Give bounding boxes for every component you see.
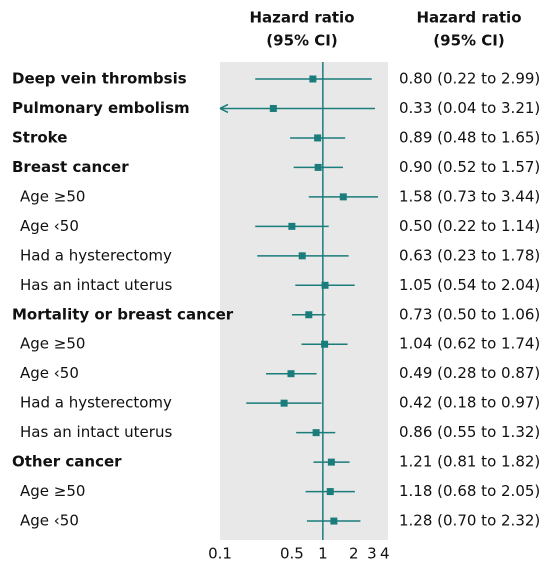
row-label: Other cancer bbox=[12, 453, 122, 471]
value-label: 0.86 (0.55 to 1.32) bbox=[399, 423, 540, 441]
row-label: Has an intact uterus bbox=[20, 423, 172, 441]
plot-header: Hazard ratio bbox=[249, 9, 354, 27]
point-estimate bbox=[314, 134, 322, 142]
x-tick-label: 0.1 bbox=[208, 545, 232, 563]
row-label: Had a hysterectomy bbox=[20, 394, 172, 412]
value-label: 1.21 (0.81 to 1.82) bbox=[399, 453, 540, 471]
value-label: 0.63 (0.23 to 1.78) bbox=[399, 246, 540, 264]
row-label: Age ‹50 bbox=[20, 217, 79, 235]
x-tick-label: 4 bbox=[380, 545, 390, 563]
point-estimate bbox=[298, 252, 306, 260]
value-label: 0.33 (0.04 to 3.21) bbox=[399, 99, 540, 117]
row-label: Stroke bbox=[12, 128, 67, 146]
value-label: 1.58 (0.73 to 3.44) bbox=[399, 187, 540, 205]
point-estimate bbox=[288, 222, 296, 230]
value-label: 0.73 (0.50 to 1.06) bbox=[399, 305, 540, 323]
row-label: Age ≥50 bbox=[20, 482, 85, 500]
value-label: 0.50 (0.22 to 1.14) bbox=[399, 217, 540, 235]
plot-header: (95% CI) bbox=[266, 32, 337, 50]
row-label: Age ‹50 bbox=[20, 364, 79, 382]
row-label: Age ≥50 bbox=[20, 335, 85, 353]
x-tick-label: 1 bbox=[318, 545, 328, 563]
row-label: Had a hysterectomy bbox=[20, 246, 172, 264]
point-estimate bbox=[321, 281, 329, 289]
value-label: 0.89 (0.48 to 1.65) bbox=[399, 128, 540, 146]
value-label: 0.49 (0.28 to 0.87) bbox=[399, 364, 540, 382]
value-label: 0.80 (0.22 to 2.99) bbox=[399, 70, 540, 88]
label-header: (95% CI) bbox=[433, 32, 504, 50]
row-label: Mortality or breast cancer bbox=[12, 305, 234, 323]
value-label: 1.28 (0.70 to 2.32) bbox=[399, 512, 540, 530]
point-estimate bbox=[314, 163, 322, 171]
value-label: 1.05 (0.54 to 2.04) bbox=[399, 276, 540, 294]
point-estimate bbox=[309, 75, 317, 83]
point-estimate bbox=[280, 399, 288, 407]
point-estimate bbox=[326, 488, 334, 496]
point-estimate bbox=[269, 104, 277, 112]
label-header: Hazard ratio bbox=[416, 9, 521, 27]
row-label: Age ‹50 bbox=[20, 512, 79, 530]
row-label: Pulmonary embolism bbox=[12, 99, 190, 117]
value-label: 0.42 (0.18 to 0.97) bbox=[399, 394, 540, 412]
row-label: Has an intact uterus bbox=[20, 276, 172, 294]
value-label: 1.18 (0.68 to 2.05) bbox=[399, 482, 540, 500]
x-tick-label: 3 bbox=[367, 545, 377, 563]
row-label: Deep vein thrombsis bbox=[12, 70, 187, 88]
plot-background bbox=[220, 62, 388, 540]
point-estimate bbox=[312, 429, 320, 437]
ci-arrow bbox=[219, 103, 229, 114]
value-label: 1.04 (0.62 to 1.74) bbox=[399, 335, 540, 353]
point-estimate bbox=[327, 458, 335, 466]
value-label: 0.90 (0.52 to 1.57) bbox=[399, 158, 540, 176]
x-tick-label: 2 bbox=[349, 545, 359, 563]
point-estimate bbox=[339, 193, 347, 201]
x-tick-label: 0.5 bbox=[280, 545, 304, 563]
point-estimate bbox=[287, 370, 295, 378]
row-label: Age ≥50 bbox=[20, 187, 85, 205]
point-estimate bbox=[321, 340, 329, 348]
point-estimate bbox=[305, 311, 313, 319]
point-estimate bbox=[330, 517, 338, 525]
row-label: Breast cancer bbox=[12, 158, 129, 176]
